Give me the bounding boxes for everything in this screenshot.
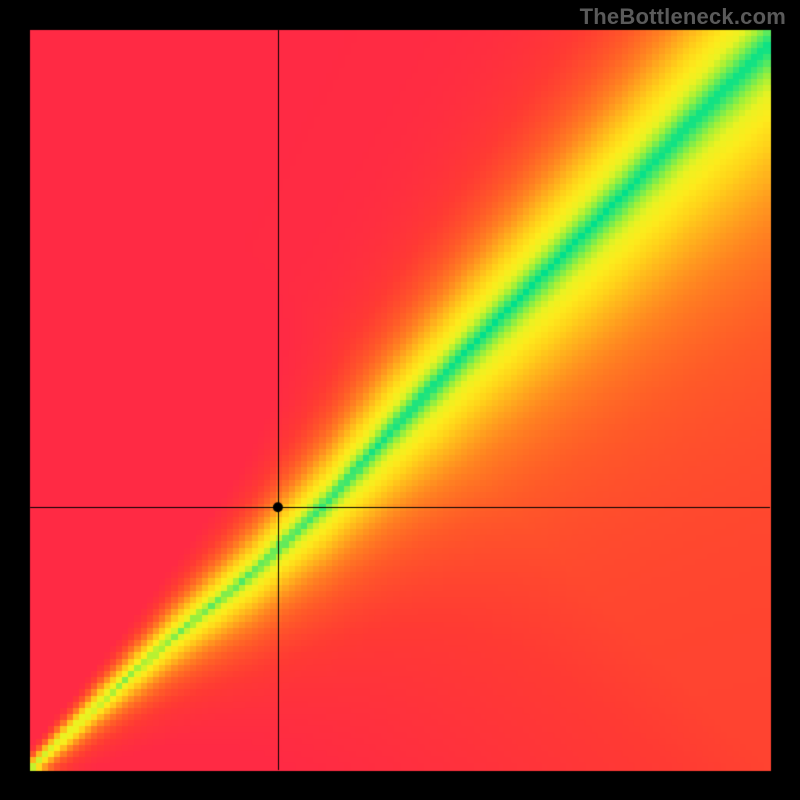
watermark-label: TheBottleneck.com bbox=[580, 4, 786, 30]
crosshair-overlay bbox=[0, 0, 800, 800]
chart-container: TheBottleneck.com bbox=[0, 0, 800, 800]
